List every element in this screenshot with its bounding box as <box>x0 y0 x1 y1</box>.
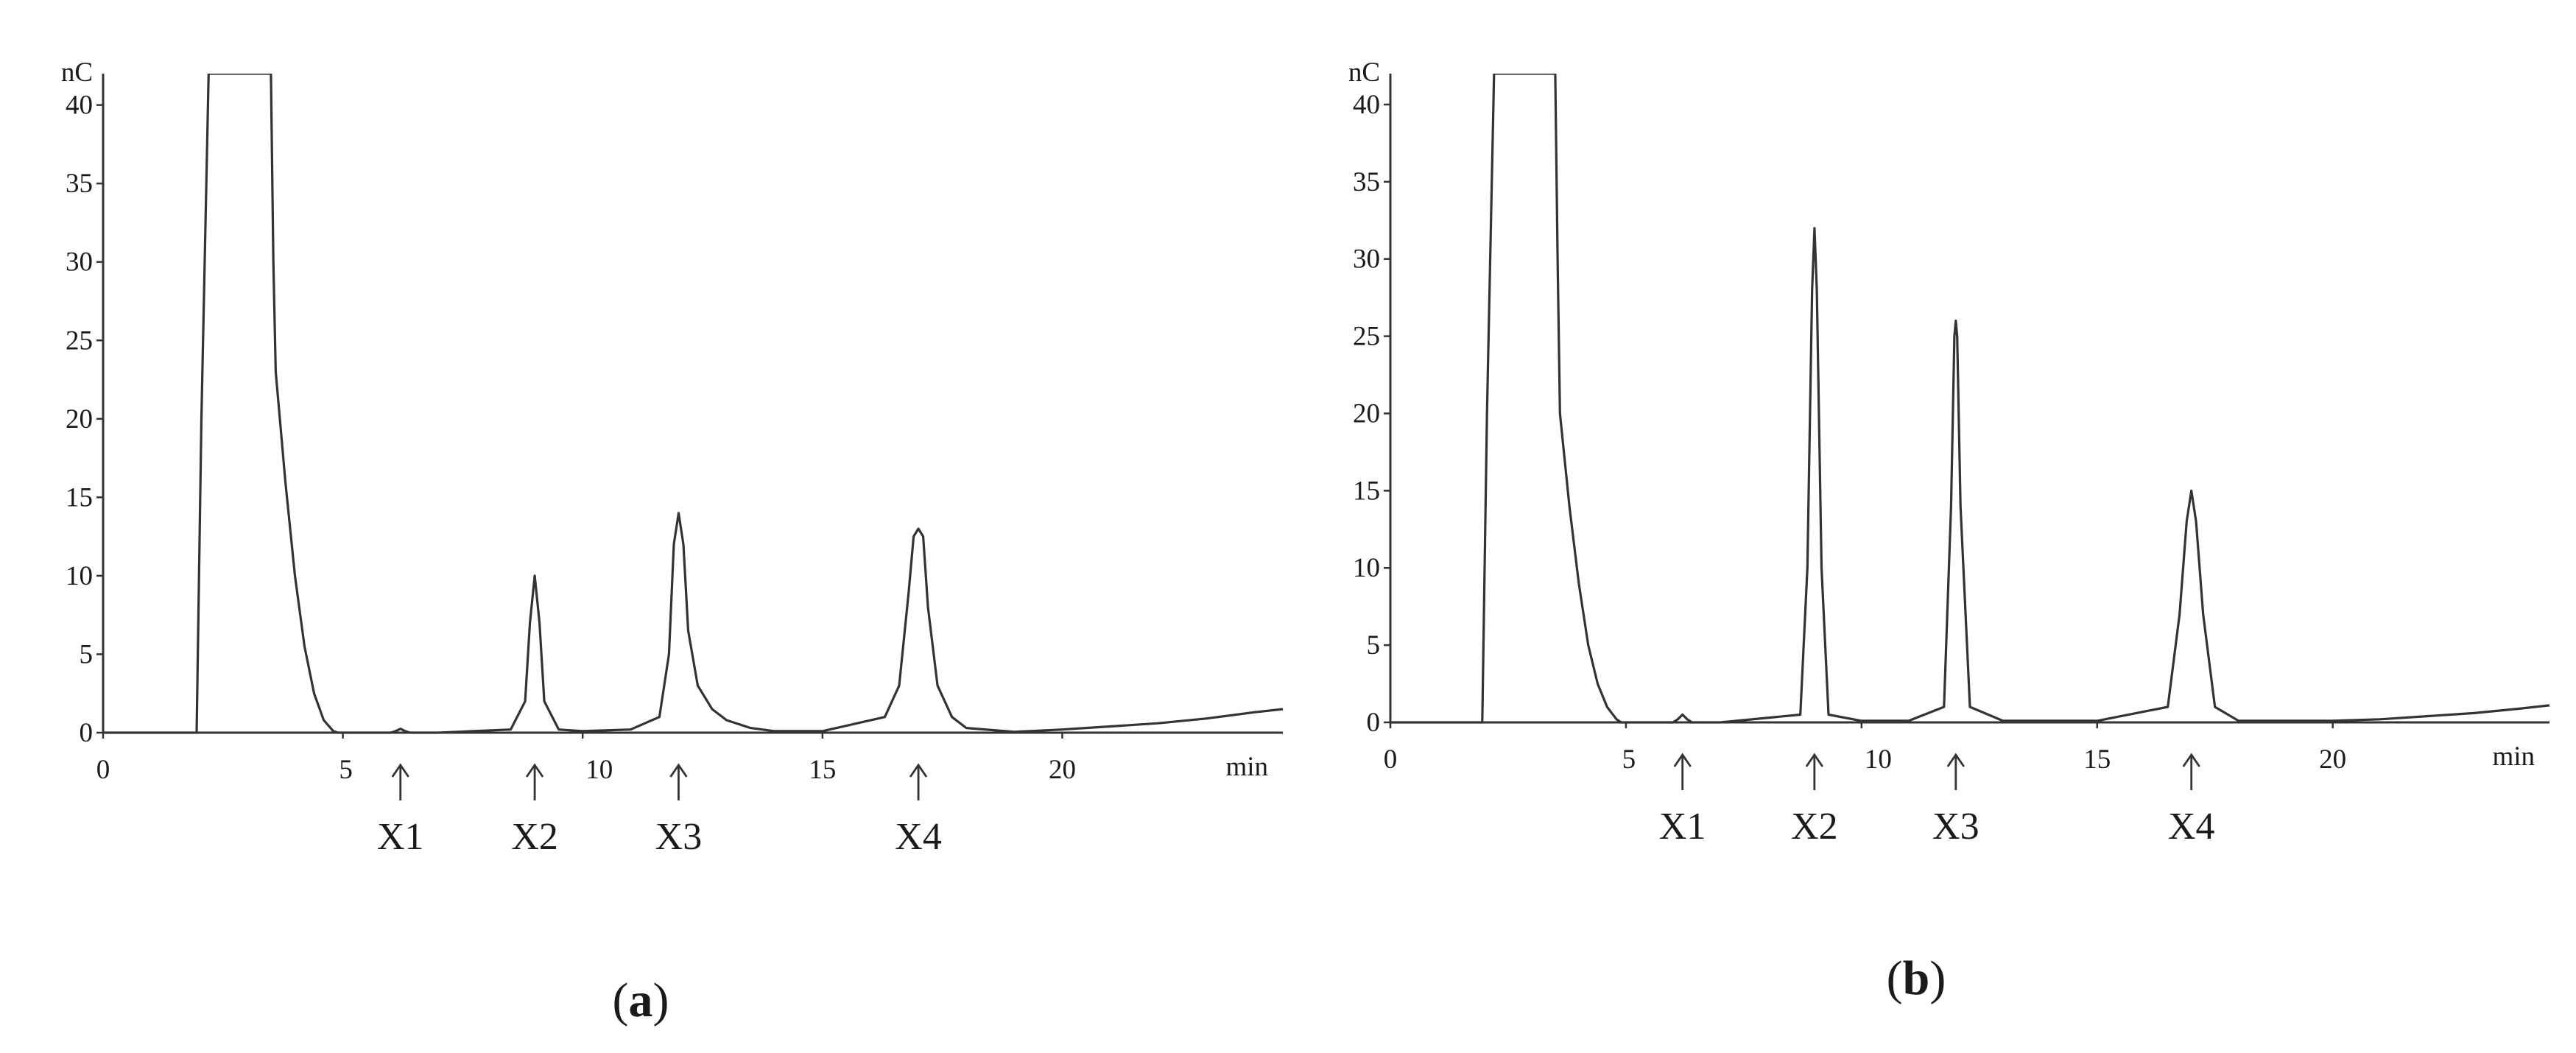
y-axis-label: nC <box>61 57 93 88</box>
panel-paren: ( <box>1887 951 1903 1005</box>
chromatogram-line <box>1390 74 2550 724</box>
x-tick-label: 20 <box>2319 744 2346 775</box>
y-tick-label: 10 <box>66 561 93 591</box>
y-tick-label: 0 <box>80 718 94 748</box>
x-axis-label: min <box>2492 742 2535 772</box>
y-tick-label: 5 <box>80 639 94 669</box>
x-tick-label: 5 <box>1622 744 1636 775</box>
peak-arrow-head <box>2182 753 2200 767</box>
panel-letter: b <box>1903 951 1930 1005</box>
y-tick-label: 30 <box>66 247 93 278</box>
peak-label: X2 <box>1791 806 1838 848</box>
peak-arrow-head <box>391 763 409 778</box>
x-tick-label: 10 <box>585 755 613 785</box>
peak-arrow-head <box>525 763 544 778</box>
chromatogram-line <box>103 74 1284 734</box>
y-tick-label: 40 <box>1353 90 1380 120</box>
y-tick-label: 35 <box>1353 167 1380 197</box>
peak-label: X1 <box>1659 806 1706 848</box>
peak-arrow-head <box>1805 753 1824 767</box>
peak-label: X4 <box>895 816 942 858</box>
panel-label: (b) <box>1887 951 1946 1005</box>
panel-letter: a <box>629 973 653 1027</box>
y-tick-label: 20 <box>66 404 93 434</box>
x-tick-label: 15 <box>2083 744 2111 775</box>
chart-panel-b: 0 5 10 15 20 25 30 35 40 0 5 10 15 20 nC min X1 X2 X3 X4 (b) <box>1348 57 2550 1005</box>
y-tick-label: 0 <box>1367 708 1381 738</box>
x-tick-label: 0 <box>96 755 110 785</box>
panel-paren: ( <box>613 973 629 1027</box>
x-tick-label: 15 <box>809 755 836 785</box>
y-tick-label: 15 <box>66 482 93 513</box>
y-tick-label: 40 <box>66 91 93 121</box>
peak-label: X4 <box>2168 806 2215 848</box>
peak-label: X1 <box>377 816 424 858</box>
y-tick-label: 35 <box>66 169 93 199</box>
y-tick-label: 25 <box>66 325 93 356</box>
peak-arrow-head <box>1946 753 1965 767</box>
x-axis-label: min <box>1225 752 1268 782</box>
panel-paren: ) <box>653 973 669 1027</box>
peak-arrow-head <box>669 763 688 778</box>
y-tick-label: 20 <box>1353 398 1380 429</box>
y-tick-label: 25 <box>1353 322 1380 352</box>
peak-arrow-head <box>1673 753 1692 767</box>
y-tick-label: 5 <box>1367 630 1381 661</box>
panel-paren: ) <box>1929 951 1946 1005</box>
x-tick-label: 5 <box>339 755 353 785</box>
panel-label: (a) <box>613 973 669 1027</box>
y-tick-label: 10 <box>1353 553 1380 583</box>
peak-label: X3 <box>655 816 703 858</box>
peak-label: X2 <box>511 816 558 858</box>
x-tick-label: 0 <box>1384 744 1398 775</box>
chart-panel-a: 0 5 10 15 20 25 30 35 40 0 5 10 15 20 nC min X1 X2 X3 X4 (a) <box>61 57 1284 1027</box>
peak-label: X3 <box>1932 806 1979 848</box>
x-tick-label: 10 <box>1865 744 1892 775</box>
x-tick-label: 20 <box>1049 755 1076 785</box>
y-tick-label: 15 <box>1353 476 1380 506</box>
peak-arrow-head <box>909 763 928 778</box>
y-tick-label: 30 <box>1353 244 1380 275</box>
y-axis-label: nC <box>1348 57 1380 88</box>
